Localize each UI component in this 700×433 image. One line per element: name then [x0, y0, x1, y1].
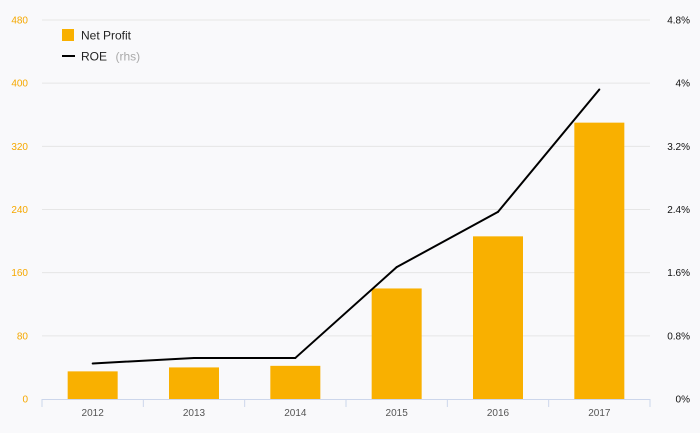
legend-label-roe-name: ROE	[81, 50, 107, 64]
y-left-tick-label: 0	[22, 395, 28, 406]
y-right-tick-label: 2.4%	[667, 205, 690, 216]
line-series-roe	[91, 88, 601, 365]
roe-point-2013	[193, 356, 195, 359]
y-right-tick-label: 1.6%	[667, 268, 690, 279]
legend-label-roe: ROE (rhs)	[81, 48, 140, 65]
bar-2013	[169, 367, 219, 399]
y-right-tick-label: 3.2%	[667, 142, 690, 153]
y-left-tick-label: 160	[11, 268, 28, 279]
y-left-tick-label: 400	[11, 79, 28, 90]
legend-label-net-profit: Net Profit	[81, 29, 132, 43]
y-left-tick-label: 80	[17, 331, 29, 342]
legend: Net Profit ROE (rhs)	[62, 29, 140, 65]
x-axis: 2012 2013 2014 2015 2016 2017	[41, 399, 651, 419]
y-right-tick-label: 4.8%	[667, 16, 690, 27]
legend-swatch-net-profit	[62, 29, 74, 41]
roe-point-2012	[91, 362, 94, 365]
y-right-tick-label: 4%	[676, 79, 691, 90]
x-tick-label: 2016	[487, 408, 510, 419]
y-left-tick-label: 480	[11, 16, 28, 27]
y-axis-left: 0 80 160 240 320 400 480	[11, 16, 28, 406]
bar-2014	[270, 365, 321, 399]
bar-2016	[473, 236, 523, 399]
x-tick-label: 2012	[82, 408, 105, 419]
bar-series-net-profit	[67, 122, 625, 399]
x-tick-label: 2014	[284, 408, 307, 419]
y-right-tick-label: 0%	[676, 395, 691, 406]
roe-point-2014	[294, 356, 297, 359]
legend-label-roe-suffix: (rhs)	[115, 50, 140, 64]
bar-2015	[371, 288, 422, 399]
bar-2017	[574, 122, 625, 399]
x-tick-label: 2015	[386, 408, 409, 419]
bar-2012	[67, 371, 118, 399]
x-tick-label: 2013	[183, 408, 206, 419]
roe-point-2017	[598, 88, 601, 91]
y-right-tick-label: 0.8%	[667, 331, 690, 342]
gridlines	[42, 19, 650, 337]
roe-line	[92, 88, 601, 365]
y-left-tick-label: 320	[11, 142, 28, 153]
roe-point-2016	[497, 210, 499, 213]
y-left-tick-label: 240	[11, 205, 28, 216]
roe-point-2015	[395, 266, 398, 269]
x-tick-label: 2017	[588, 408, 611, 419]
y-axis-right: 0% 0.8% 1.6% 2.4% 3.2% 4% 4.8%	[667, 16, 690, 406]
